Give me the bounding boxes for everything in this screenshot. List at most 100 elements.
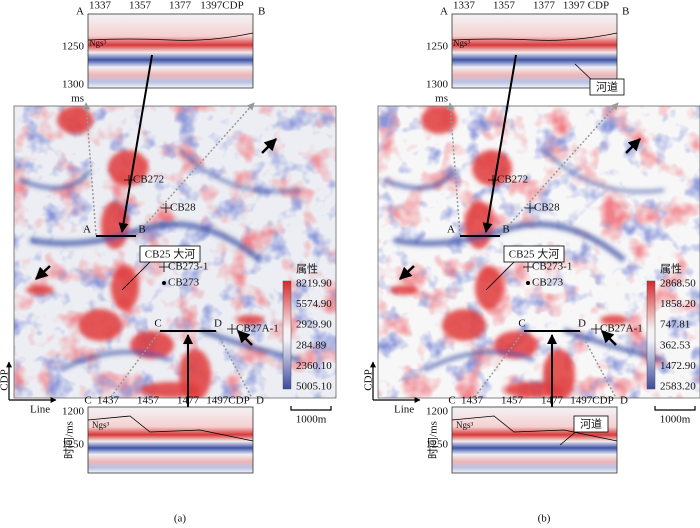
seismic-section xyxy=(87,13,254,89)
well-label: CB273 xyxy=(532,277,564,289)
pointer xyxy=(485,261,515,291)
well-label: CB28 xyxy=(534,202,560,214)
anomaly xyxy=(236,315,264,325)
callout: 河道 xyxy=(596,80,618,94)
well-label: CB273-1 xyxy=(532,261,572,273)
horizon xyxy=(451,32,618,41)
anomaly xyxy=(504,382,564,398)
well-label: CB272 xyxy=(133,174,164,186)
section-end: C xyxy=(518,318,525,330)
anomaly xyxy=(111,266,139,310)
time-label: 时间/ms xyxy=(63,421,76,459)
axis-label: Line xyxy=(30,404,50,416)
legend-label: 8219.90 xyxy=(296,278,332,290)
well xyxy=(488,175,498,185)
legend-title: 属性 xyxy=(296,262,318,276)
callout-box xyxy=(589,78,625,96)
well xyxy=(124,175,134,185)
horizon xyxy=(87,415,254,442)
well xyxy=(523,262,533,272)
seismic-section xyxy=(451,13,618,89)
time-tick: 1250 xyxy=(426,41,449,53)
legend-label: 1858.20 xyxy=(660,298,696,310)
section-end: A xyxy=(83,224,91,236)
seismic-section xyxy=(87,406,254,474)
scale-label: 1000m xyxy=(660,414,691,426)
well-label: CB272 xyxy=(497,174,528,186)
section-end: D xyxy=(578,318,586,330)
axis-label: Line xyxy=(394,404,414,416)
channel xyxy=(178,148,301,194)
anomaly xyxy=(78,309,122,341)
end-label: A xyxy=(76,6,84,18)
well xyxy=(159,262,169,272)
anomaly xyxy=(442,309,486,341)
legend-label: 2868.50 xyxy=(660,278,696,290)
channel xyxy=(393,221,626,263)
guide xyxy=(579,330,617,399)
blobs xyxy=(19,106,301,398)
axis-label: CDP xyxy=(0,369,11,390)
cdp-tick: 1357 xyxy=(129,0,152,12)
channel xyxy=(542,148,665,194)
pointer xyxy=(121,261,151,291)
legend-label: 1472.90 xyxy=(660,360,696,372)
panel: A B 1337 1357 1377 1397CDP 1250 1300 ms Ngs³ A B C D C… xyxy=(0,0,337,525)
well xyxy=(227,324,237,334)
legend-label: 284.89 xyxy=(296,339,327,351)
pointer xyxy=(559,429,579,446)
callout: CB25 大河 xyxy=(509,247,559,261)
time-unit: ms xyxy=(71,93,84,105)
flow-arrow xyxy=(237,330,253,346)
cdp-tick: 1497CDP xyxy=(206,395,249,407)
time-label: 时间/ms xyxy=(427,421,440,459)
anomaly xyxy=(26,285,54,295)
flow-arrow xyxy=(399,265,415,280)
callout-box xyxy=(139,245,201,263)
well xyxy=(525,203,535,213)
end-label: C xyxy=(448,395,455,407)
channel xyxy=(383,168,456,190)
well xyxy=(591,324,601,334)
cdp-tick: 1337 xyxy=(89,0,112,12)
cdp-tick: 1437 xyxy=(97,395,120,407)
legend-label: 2583.20 xyxy=(660,381,696,393)
cdp-tick: 1477 xyxy=(541,395,564,407)
horizon-label: Ngs³ xyxy=(89,38,107,48)
legend-label: 747.81 xyxy=(660,319,690,331)
cdp-tick: 1337 xyxy=(453,0,476,12)
cdp-tick: 1397 CDP xyxy=(563,0,609,12)
anomaly xyxy=(600,315,628,325)
end-label: B xyxy=(622,6,629,18)
colorbar xyxy=(282,280,292,390)
end-label: D xyxy=(256,395,264,407)
time-tick: 1200 xyxy=(62,406,85,418)
channel xyxy=(59,350,171,372)
cdp-tick: 1377 xyxy=(169,0,192,12)
guide xyxy=(135,102,255,236)
time-tick: 1300 xyxy=(62,79,85,91)
time-tick: 1250 xyxy=(62,439,85,451)
legend-label: 5574.90 xyxy=(296,298,332,310)
channel xyxy=(29,221,262,263)
legend-label: 2929.90 xyxy=(296,319,332,331)
legend-title: 属性 xyxy=(660,262,682,276)
horizon xyxy=(87,32,254,41)
guide xyxy=(109,330,161,399)
anomaly xyxy=(108,150,148,186)
cdp-tick: 1457 xyxy=(501,395,524,407)
horizon-label: Ngs³ xyxy=(456,420,474,430)
panel: A B 1337 1357 1377 1397 CDP 1250 1300 ms Ngs³ 河道 A B… xyxy=(363,0,700,525)
end-label: B xyxy=(258,6,265,18)
arrow xyxy=(482,54,517,233)
caption: (a) xyxy=(174,513,187,525)
legend-label: 2360.10 xyxy=(296,360,332,372)
well-label: CB27A-1 xyxy=(600,323,643,335)
anomaly xyxy=(472,150,512,186)
well-label: CB27A-1 xyxy=(236,323,279,335)
well-label: CB28 xyxy=(170,202,196,214)
well-label: CB273 xyxy=(168,277,200,289)
section-end: A xyxy=(447,224,455,236)
section-end: D xyxy=(214,318,222,330)
